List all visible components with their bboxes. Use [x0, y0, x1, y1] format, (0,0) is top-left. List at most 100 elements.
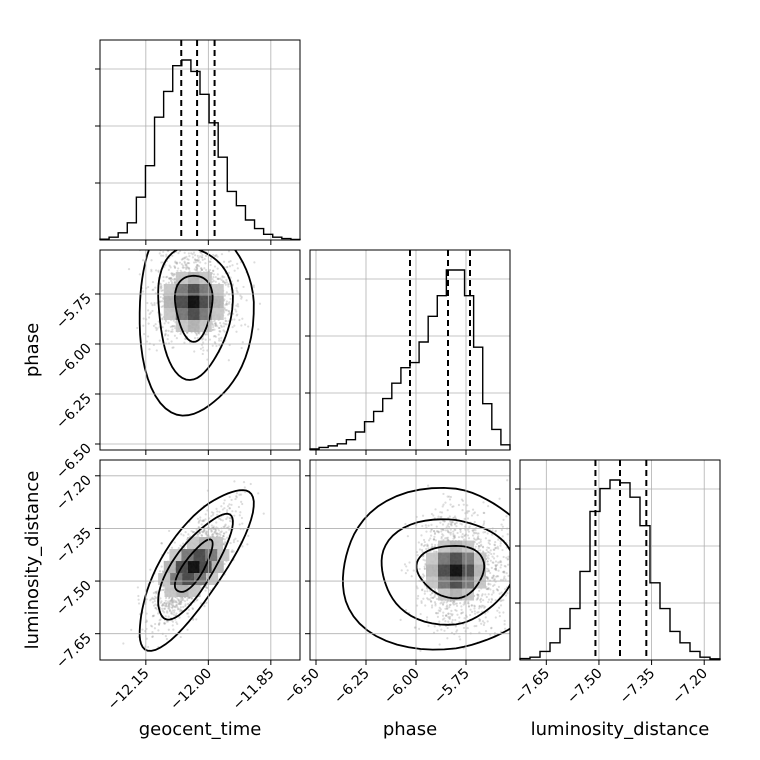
sample-point [448, 515, 451, 518]
sample-point [195, 267, 199, 270]
sample-point [228, 517, 231, 520]
sample-point [434, 604, 437, 607]
sample-point [185, 255, 188, 258]
sample-point [218, 337, 221, 340]
sample-point [446, 607, 449, 610]
sample-point [404, 572, 407, 575]
sample-point [171, 624, 174, 627]
sample-point [200, 251, 203, 254]
sample-point [237, 305, 240, 308]
sample-point [167, 281, 171, 284]
sample-point [154, 595, 157, 598]
sample-point [504, 565, 507, 568]
sample-point [428, 598, 431, 601]
sample-point [161, 602, 165, 606]
sample-point [214, 529, 217, 533]
sample-point [163, 621, 166, 625]
sample-point [460, 612, 463, 615]
sample-point [224, 246, 226, 248]
sample-point [499, 578, 503, 581]
sample-point [204, 586, 208, 589]
sample-point [152, 591, 155, 595]
sample-point [473, 511, 477, 514]
sample-point [514, 559, 516, 561]
density-cell [182, 573, 195, 586]
sample-point [186, 331, 189, 334]
sample-point [155, 328, 158, 332]
sample-point [501, 535, 504, 538]
sample-point [195, 267, 199, 270]
sample-point [454, 517, 457, 520]
sample-point [198, 532, 201, 535]
sample-point [161, 609, 164, 612]
sample-point [169, 599, 172, 603]
sample-point [211, 533, 214, 536]
sample-point [196, 264, 199, 267]
sample-point [159, 295, 162, 299]
density-cell [211, 284, 224, 296]
sample-point [493, 578, 496, 582]
sample-point [431, 545, 434, 548]
sample-point [431, 596, 435, 600]
sample-point [228, 507, 231, 510]
sample-point [460, 535, 463, 538]
sample-point [514, 560, 516, 562]
sample-point [226, 265, 229, 269]
x-tick-label: −12.15 [105, 666, 153, 714]
sample-point [183, 233, 185, 235]
sample-point [216, 277, 219, 281]
sample-point [179, 606, 182, 609]
sample-point [210, 515, 213, 518]
sample-point [234, 308, 237, 311]
sample-point [197, 260, 200, 263]
sample-point [224, 303, 227, 307]
sample-point [228, 312, 232, 315]
sample-point [170, 546, 174, 549]
sample-point [416, 587, 419, 590]
sample-point [480, 622, 483, 625]
sample-point [201, 531, 205, 534]
sample-point [183, 600, 187, 603]
panel-frame [99, 39, 301, 241]
sample-point [497, 561, 500, 564]
sample-point [239, 493, 243, 496]
sample-point [507, 574, 510, 577]
sample-point [164, 221, 166, 223]
sample-point [476, 596, 479, 599]
sample-point [241, 341, 244, 344]
sample-point [159, 285, 162, 288]
sample-point [450, 524, 453, 527]
sample-point [495, 575, 498, 578]
sample-point [510, 587, 512, 589]
sample-point [495, 568, 498, 572]
sample-point [150, 268, 153, 271]
sample-point [178, 610, 181, 613]
sample-point [229, 260, 232, 263]
sample-point [200, 267, 203, 270]
sample-point [451, 613, 454, 616]
sample-point [484, 530, 487, 534]
sample-point [176, 597, 179, 600]
sample-point [476, 537, 479, 540]
sample-point [218, 339, 221, 342]
sample-point [225, 517, 228, 521]
sample-point [453, 600, 456, 603]
sample-point [194, 266, 198, 269]
sample-point [188, 267, 191, 271]
sample-point [177, 598, 180, 601]
sample-point [420, 601, 423, 605]
sample-point [185, 612, 189, 615]
sample-point [225, 303, 228, 306]
sample-point [151, 615, 154, 618]
density-cell [426, 552, 438, 565]
sample-point [170, 604, 173, 607]
sample-point [154, 323, 157, 326]
sample-point [419, 649, 422, 652]
sample-point [490, 627, 493, 630]
sample-point [490, 566, 493, 569]
sample-point [466, 504, 469, 507]
sample-point [473, 605, 476, 608]
sample-point [481, 550, 485, 553]
sample-point [448, 531, 451, 534]
sample-point [147, 322, 150, 325]
